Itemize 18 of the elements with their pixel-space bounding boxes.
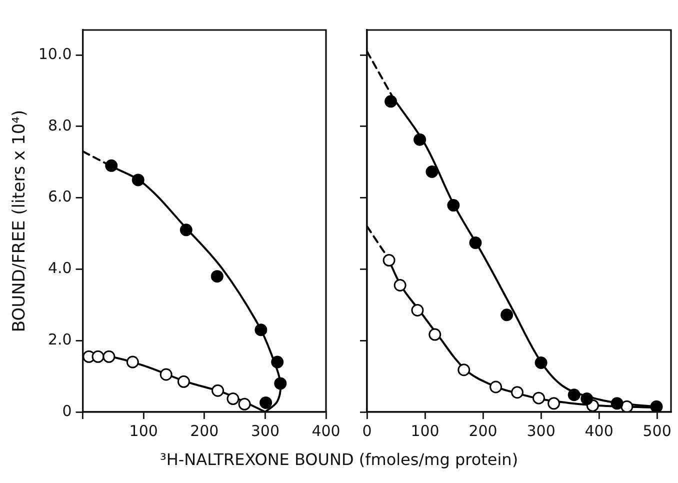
x-tick-label: 400 <box>584 422 614 440</box>
x-tick-label: 200 <box>190 422 219 440</box>
x-tick-label: 100 <box>129 422 158 440</box>
x-tick-label: 100 <box>410 422 440 440</box>
x-tick-label: 300 <box>250 422 280 440</box>
y-tick-label: 6.0 <box>48 188 72 206</box>
x-tick-label: 400 <box>312 422 340 440</box>
x-tick-label: 500 <box>642 422 672 440</box>
x-axis-title: ³H-NALTREXONE BOUND (fmoles/mg protein) <box>158 450 520 469</box>
y-tick-label: 0 <box>62 402 72 420</box>
y-tick-label: 2.0 <box>48 330 72 348</box>
x-tick-label: 0 <box>362 422 372 440</box>
y-tick-label: 8.0 <box>48 116 72 134</box>
y-axis-title: BOUND/FREE (liters x 10⁴) <box>10 110 30 332</box>
y-tick-label: 4.0 <box>48 259 72 278</box>
y-tick-label: 10.0 <box>38 44 72 63</box>
x-tick-label: 200 <box>468 422 498 440</box>
x-tick-label: 300 <box>526 422 556 440</box>
